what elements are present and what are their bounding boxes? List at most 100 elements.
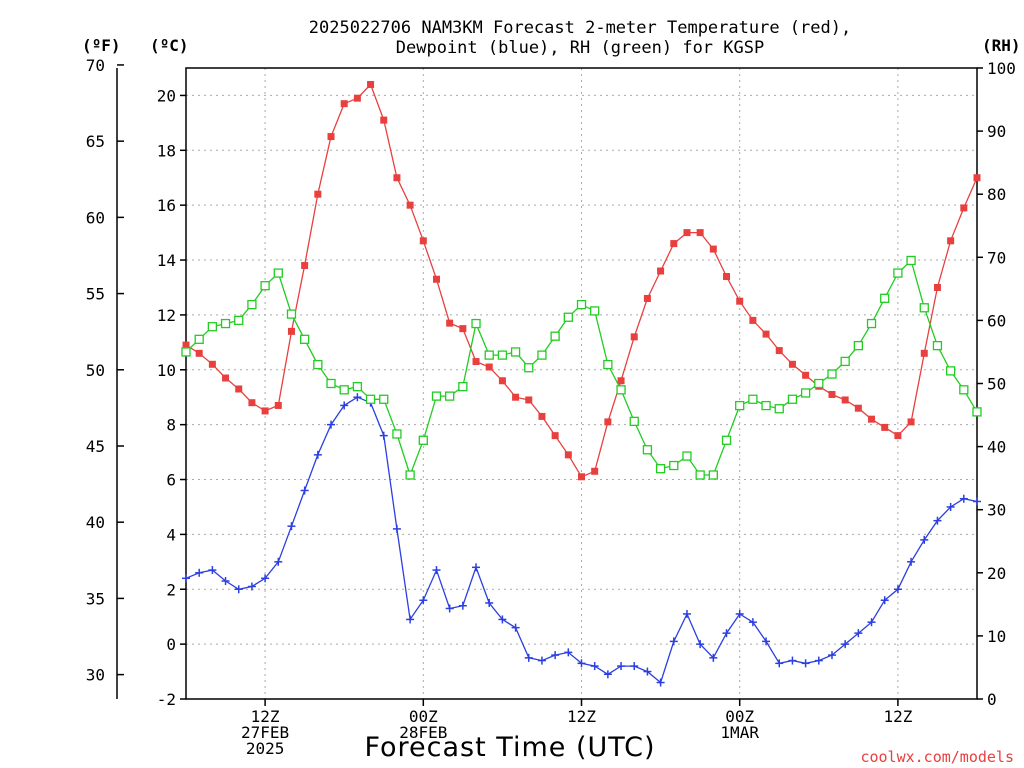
- dewpoint-point: [696, 640, 705, 649]
- temperature-point: [749, 316, 757, 324]
- temperature-point: [393, 174, 401, 182]
- temperature-point: [459, 325, 467, 333]
- rh-point: [392, 429, 402, 439]
- dewpoint-point: [854, 629, 863, 638]
- dewpoint-point: [551, 651, 560, 660]
- celsius-tick-label: -2: [157, 690, 176, 709]
- temperature-point: [406, 201, 414, 209]
- dewpoint-point: [327, 420, 336, 429]
- dewpoint-point: [775, 659, 784, 668]
- rh-tick-label: 40: [987, 438, 1006, 457]
- dewpoint-point: [432, 566, 441, 575]
- rh-point: [932, 340, 943, 351]
- x-tick-label: 27FEB: [241, 723, 289, 742]
- x-tick-label: 12Z: [883, 707, 912, 726]
- rh-tick-label: 90: [987, 122, 1006, 141]
- x-tick-label: 28FEB: [399, 723, 447, 742]
- dewpoint-point: [814, 656, 823, 665]
- rh-series-line: [185, 259, 978, 477]
- temperature-point: [485, 363, 493, 371]
- rh-point: [207, 322, 218, 332]
- rh-point: [866, 318, 877, 329]
- celsius-tick-label: 20: [157, 86, 176, 105]
- rh-tick-label: 30: [987, 501, 1006, 520]
- fahrenheit-unit-label: (ºF): [82, 36, 121, 55]
- plot-frame: [185, 67, 978, 700]
- temperature-point: [894, 432, 902, 440]
- dewpoint-point: [577, 659, 586, 668]
- rh-point: [286, 309, 297, 319]
- rh-point: [945, 366, 956, 376]
- dewpoint-point: [669, 637, 678, 646]
- rh-point: [510, 347, 521, 357]
- rh-tick-label: 60: [987, 311, 1006, 330]
- fahrenheit-tick-label: 60: [86, 208, 105, 227]
- dewpoint-point: [590, 662, 599, 671]
- dewpoint-point: [682, 609, 691, 618]
- temperature-point: [802, 371, 810, 379]
- temperature-point: [512, 393, 520, 401]
- celsius-tick-label: 8: [166, 416, 176, 435]
- celsius-tick-label: 4: [166, 525, 176, 544]
- rh-point: [919, 303, 929, 313]
- rh-point: [339, 385, 349, 395]
- temperature-point: [907, 418, 915, 426]
- dewpoint-point: [537, 656, 546, 665]
- dewpoint-point: [841, 640, 850, 649]
- rh-point: [365, 394, 376, 404]
- fahrenheit-tick-label: 70: [86, 56, 105, 75]
- rh-tick-label: 10: [987, 627, 1006, 646]
- temperature-point: [380, 116, 388, 124]
- dewpoint-point: [261, 574, 270, 583]
- dewpoint-point: [946, 502, 955, 511]
- temperature-point: [446, 319, 454, 327]
- rh-point: [181, 347, 191, 357]
- temperature-point: [525, 396, 533, 404]
- chart-title-line2: Dewpoint (blue), RH (green) for KGSP: [395, 38, 765, 58]
- rh-point: [405, 470, 415, 480]
- temperature-point: [287, 327, 295, 335]
- temperature-point: [314, 190, 322, 198]
- rh-point: [313, 359, 323, 370]
- fahrenheit-tick-label: 65: [86, 132, 105, 151]
- temperature-point: [881, 423, 889, 431]
- rh-point: [853, 340, 863, 351]
- temperature-point: [723, 273, 731, 281]
- dewpoint-point: [643, 667, 652, 676]
- dewpoint-point: [247, 582, 256, 591]
- rh-point: [721, 435, 732, 445]
- dewpoint-point: [300, 486, 309, 495]
- rh-point: [497, 350, 508, 360]
- dewpoint-point: [788, 656, 797, 665]
- dewpoint-point: [656, 678, 665, 687]
- rh-tick-label: 20: [987, 564, 1006, 583]
- temperature-point: [736, 297, 744, 305]
- dewpoint-point: [274, 557, 283, 566]
- rh-point: [774, 404, 784, 414]
- temperature-point: [248, 399, 256, 407]
- dewpoint-point: [933, 516, 942, 525]
- rh-point: [247, 299, 257, 310]
- axes: -2 0 2 4 6 8 10 12 14 16 18 20 30 35 40 45 50 55 60 65 70 0 10…: [86, 56, 1016, 758]
- rh-point: [655, 464, 666, 474]
- temperature-point: [564, 451, 572, 459]
- rh-point: [326, 378, 336, 389]
- rh-point: [603, 359, 613, 370]
- rh-point: [418, 435, 428, 445]
- temperature-point: [630, 333, 638, 341]
- credit-text: coolwx.com/models: [860, 748, 1014, 766]
- temperature-point: [591, 467, 599, 475]
- x-axis-label: Forecast Time (UTC): [364, 732, 656, 763]
- celsius-tick-label: 2: [166, 580, 176, 599]
- temperature-point: [208, 360, 216, 368]
- dewpoint-point: [445, 604, 454, 613]
- rh-tick-label: 70: [987, 248, 1006, 267]
- dewpoint-point: [893, 585, 902, 594]
- dewpoint-point: [722, 629, 731, 638]
- x-tick-label: 12Z: [567, 707, 596, 726]
- dewpoint-point: [287, 522, 296, 531]
- dewpoint-point: [221, 577, 230, 586]
- fahrenheit-tick-label: 40: [86, 513, 105, 532]
- dewpoint-point: [880, 596, 889, 605]
